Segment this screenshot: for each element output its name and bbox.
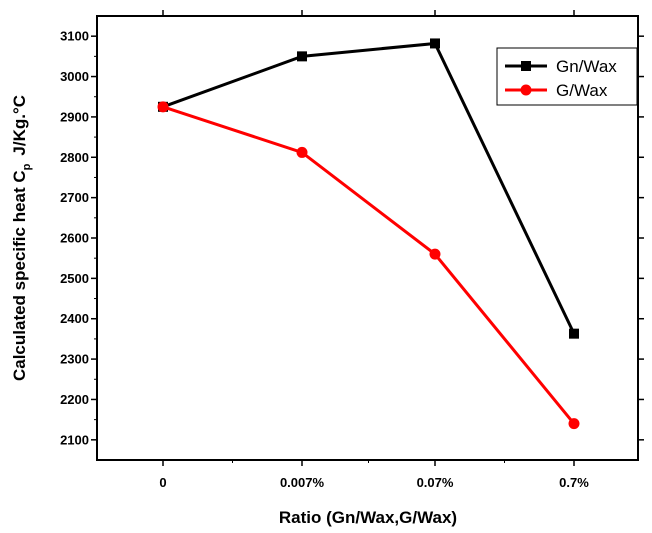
series-line-gn-wax	[162, 41, 576, 335]
y-tick-label: 2500	[60, 271, 89, 286]
y-axis-title-subscript: p	[21, 163, 33, 170]
series-layer	[157, 38, 580, 430]
y-tick-label: 2300	[60, 352, 89, 367]
y-tick-label: 2800	[60, 150, 89, 165]
legend-marker-g-wax	[520, 84, 532, 96]
x-tick-label: 0.007%	[280, 475, 325, 490]
x-tick-label: 0.07%	[417, 475, 454, 490]
point-g-wax	[429, 248, 441, 260]
y-tick-label: 2200	[60, 392, 89, 407]
x-axis-title: Ratio (Gn/Wax,G/Wax)	[279, 508, 457, 527]
y-tick-label: 3100	[60, 29, 89, 44]
y-tick-label: 2700	[60, 190, 89, 205]
point-g-wax	[296, 146, 308, 158]
point-g-wax	[568, 418, 580, 430]
y-tick-label: 2900	[60, 109, 89, 124]
series-line-g-wax	[162, 105, 576, 425]
legend-label-g-wax: G/Wax	[556, 81, 608, 100]
point-gn-wax	[430, 38, 440, 49]
y-axis-title: Calculated specific heat Cp J/Kg.°C	[10, 95, 33, 381]
y-axis-title-unit: J/Kg.°C	[10, 95, 29, 156]
axes: 2100 2200 2300 2400 2500 2600 2700 2800 2900 3000…	[60, 10, 644, 490]
point-g-wax	[157, 101, 169, 113]
x-tick-label: 0	[159, 475, 166, 490]
legend-label-gn-wax: Gn/Wax	[556, 57, 617, 76]
y-tick-label: 2100	[60, 432, 89, 447]
point-gn-wax	[569, 328, 579, 339]
legend-box	[496, 47, 638, 106]
x-tick-label: 0.7%	[559, 475, 589, 490]
legend: Gn/Wax G/Wax	[496, 47, 638, 106]
y-axis-title-prefix: Calculated specific heat C	[10, 170, 29, 381]
y-tick-label: 2600	[60, 231, 89, 246]
point-gn-wax	[297, 51, 307, 62]
y-tick-label: 2400	[60, 311, 89, 326]
legend-marker-gn-wax	[521, 61, 531, 71]
y-tick-label: 3000	[60, 69, 89, 84]
